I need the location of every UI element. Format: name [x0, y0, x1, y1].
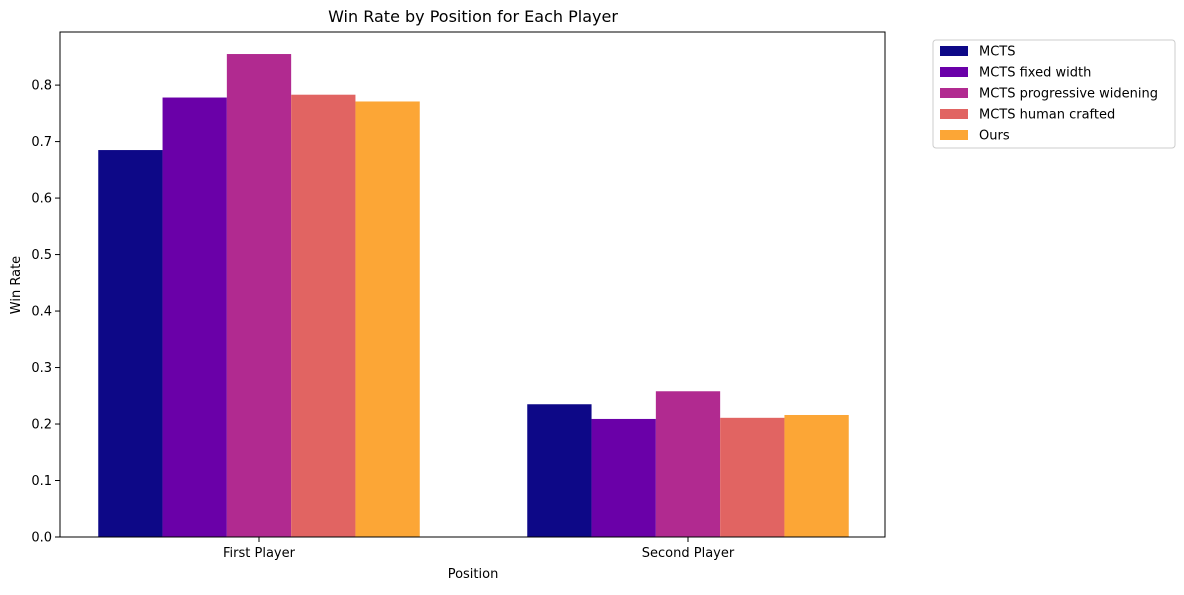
legend-frame	[932, 39, 1176, 149]
y-axis: 0.0 0.1 0.2 0.3 0.4 0.5 0.6 0.7 0.8	[31, 79, 60, 546]
legend-label: MCTS fixed width	[979, 66, 1091, 81]
bar-2-2	[591, 418, 656, 537]
y-tick-label: 0.4	[31, 305, 52, 320]
bar-5-2	[784, 414, 849, 537]
y-tick-label: 0.7	[31, 135, 52, 150]
bar-3-2	[655, 391, 721, 537]
legend-swatch	[940, 88, 968, 98]
legend-swatch	[940, 109, 968, 119]
y-tick-label: 0.5	[31, 248, 52, 263]
legend-label: MCTS	[979, 45, 1016, 60]
legend-label: Ours	[979, 129, 1010, 144]
x-axis: First Player Second Player	[223, 537, 735, 561]
bar-3-1	[226, 54, 292, 537]
bar-4-1	[291, 94, 356, 537]
legend-swatch	[940, 130, 968, 140]
bar-1-2	[527, 404, 592, 537]
x-axis-label: Position	[448, 567, 499, 582]
bar-2-1	[162, 97, 227, 537]
chart-title: Win Rate by Position for Each Player	[328, 7, 618, 26]
legend-label: MCTS progressive widening	[979, 87, 1158, 102]
y-tick-label: 0.0	[31, 531, 52, 546]
y-tick-label: 0.3	[31, 361, 52, 376]
bar-4-2	[720, 417, 785, 537]
y-tick-label: 0.6	[31, 192, 52, 207]
bar-5-1	[355, 101, 420, 537]
x-tick-label: First Player	[223, 546, 296, 561]
x-tick-label: Second Player	[642, 546, 735, 561]
legend-label: MCTS human crafted	[979, 108, 1115, 123]
y-axis-label: Win Rate	[9, 256, 24, 314]
legend-swatch	[940, 67, 968, 77]
bar-1-1	[98, 150, 163, 537]
plot-frame	[59, 31, 886, 538]
y-tick-label: 0.2	[31, 418, 52, 433]
y-tick-label: 0.8	[31, 79, 52, 94]
y-tick-label: 0.1	[31, 474, 52, 489]
bars-layer	[98, 54, 849, 537]
legend-swatch	[940, 46, 968, 56]
legend: MCTS MCTS fixed width MCTS progressive wid…	[932, 39, 1176, 149]
